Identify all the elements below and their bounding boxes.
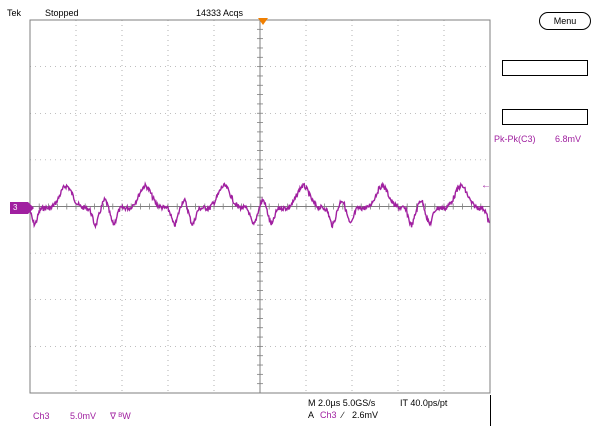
measurement-label: Pk-Pk(C3) <box>494 134 536 144</box>
trigger-level-marker[interactable]: ← <box>481 180 491 191</box>
channel-scale: 5.0mV <box>70 411 97 421</box>
brand-label: Tek <box>7 8 22 18</box>
interval-readout: IT 40.0ps/pt <box>400 398 448 408</box>
channel-3-marker[interactable]: 3 <box>10 202 34 214</box>
menu-button-label: Menu <box>553 16 577 26</box>
trigger-level: 2.6mV <box>352 410 379 420</box>
channel-3-trace <box>29 181 491 230</box>
acquisition-count: 14333 Acqs <box>196 8 244 18</box>
timebase-readout: M 2.0µs 5.0GS/s <box>308 398 376 408</box>
bandwidth-icon: ∇ ᴮW <box>110 411 131 421</box>
acquisition-status: Stopped <box>45 8 79 18</box>
footer-divider <box>490 395 491 426</box>
trigger-position-marker[interactable] <box>258 18 268 25</box>
trigger-slope-icon: ∕ <box>342 410 344 420</box>
trigger-prefix: A <box>308 410 315 420</box>
menu-button[interactable]: Menu <box>539 12 591 30</box>
measurement-slot-2[interactable] <box>502 109 588 125</box>
channel-label: Ch3 <box>33 411 50 421</box>
measurement-value: 6.8mV <box>555 134 582 144</box>
trigger-channel: Ch3 <box>320 410 337 420</box>
measurement-slot-1[interactable] <box>502 60 588 76</box>
